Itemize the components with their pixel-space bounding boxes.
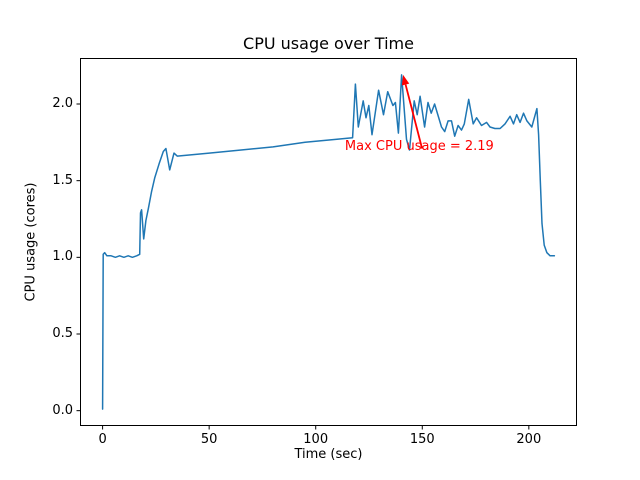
x-tick-label: 0 (98, 432, 107, 447)
cpu-usage-line (101, 74, 556, 410)
x-tick-label: 100 (303, 432, 329, 447)
y-tick-label: 1.5 (52, 172, 73, 188)
annotation-arrow-head (401, 74, 410, 86)
x-tick-label: 150 (409, 432, 435, 447)
max-annotation: Max CPU usage = 2.19 (344, 139, 494, 154)
y-tick-label: 2.0 (52, 96, 73, 111)
y-tick-label: 1.0 (52, 249, 73, 265)
x-tick-label: 200 (516, 432, 542, 447)
x-axis-label: Time (sec) (294, 447, 363, 462)
y-tick-label: 0.5 (52, 326, 73, 341)
x-tick-label: 50 (200, 432, 218, 447)
plot-border (80, 58, 577, 426)
chart-title: CPU usage over Time (243, 34, 414, 53)
annotation-arrow-shaft (404, 84, 423, 149)
y-tick-label: 0.0 (52, 402, 73, 418)
